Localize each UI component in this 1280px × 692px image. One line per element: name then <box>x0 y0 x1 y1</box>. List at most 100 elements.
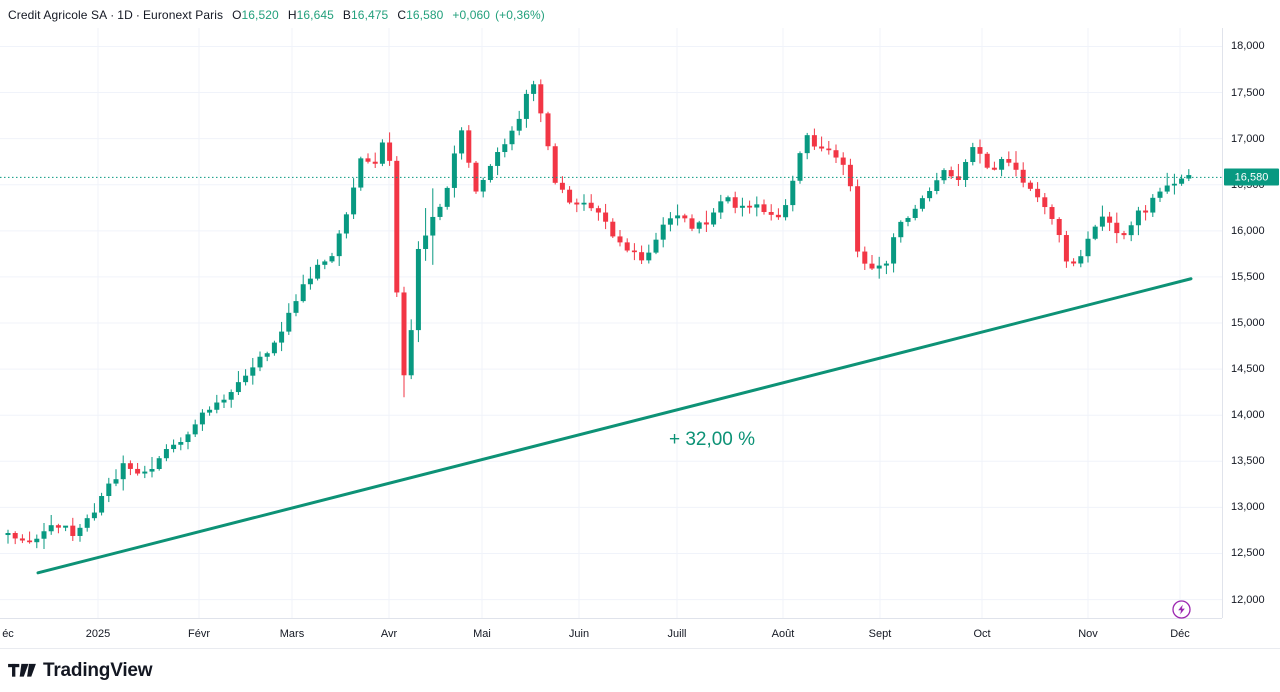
time-tick: Août <box>771 628 795 640</box>
candle-body <box>919 198 925 209</box>
candle-body <box>862 251 868 264</box>
candle-body <box>610 221 616 237</box>
candle-body <box>1042 197 1048 208</box>
price-axis[interactable]: 18,00017,50017,00016,50016,00015,50015,0… <box>1222 28 1280 618</box>
ohlc-value: 16,580 <box>406 8 444 22</box>
symbol-name[interactable]: Credit Agricole SA <box>8 8 108 22</box>
price-change: +0,060 <box>452 8 491 22</box>
candle-body <box>329 256 335 262</box>
candle-body <box>955 176 961 180</box>
ohlc-o: O16,520 <box>232 8 279 22</box>
candle-body <box>718 201 724 213</box>
candle-body <box>315 264 321 279</box>
candle-body <box>840 157 846 165</box>
candlestick-series <box>5 79 1192 549</box>
bottom-bar: TradingView <box>0 648 1280 692</box>
candle-body <box>408 330 414 376</box>
candle-body <box>1035 188 1041 198</box>
candle-body <box>1128 225 1134 236</box>
candle-body <box>531 84 537 94</box>
candle-body <box>106 483 112 497</box>
candle-body <box>761 204 767 213</box>
price-tick: 14,500 <box>1231 363 1265 376</box>
price-tick: 18,000 <box>1231 40 1265 53</box>
candle-body <box>646 252 652 261</box>
candle-body <box>1013 162 1019 170</box>
time-tick: Oct <box>973 628 991 640</box>
vertical-gridlines <box>97 28 1181 618</box>
ohlc-h: H16,645 <box>288 8 334 22</box>
candle-body <box>603 212 609 222</box>
price-tick: 15,000 <box>1231 317 1265 329</box>
candle-body <box>847 164 853 187</box>
ohlc-key: B <box>342 8 352 22</box>
time-axis[interactable]: éc 2025 Févr Mars Avr Mai Juin Juill Août Sept Oct… <box>0 618 1222 649</box>
candle-body <box>84 518 90 528</box>
candle-body <box>545 113 551 147</box>
tradingview-mark-icon <box>8 663 36 677</box>
candle-body <box>243 375 249 383</box>
candle-body <box>747 205 753 208</box>
candle-body <box>387 142 393 161</box>
candle-body <box>487 165 493 180</box>
candle-body <box>523 93 529 119</box>
exchange-label[interactable]: Euronext Paris <box>142 8 224 22</box>
candle-body <box>394 160 400 293</box>
current-price-badge: 16,580 <box>1224 168 1279 186</box>
candle-body <box>459 130 465 154</box>
candle-body <box>1114 222 1120 234</box>
candle-body <box>178 442 184 445</box>
candle-body <box>1135 210 1141 226</box>
trendline[interactable] <box>36 277 1193 575</box>
candle-body <box>898 221 904 238</box>
tradingview-logo[interactable]: TradingView <box>8 660 153 682</box>
candle-body <box>1164 185 1170 192</box>
candle-body <box>437 206 443 217</box>
candle-body <box>63 525 69 528</box>
candle-body <box>171 444 177 450</box>
candle-body <box>977 147 983 154</box>
candle-body <box>869 263 875 269</box>
candle-body <box>1179 178 1185 184</box>
candle-body <box>228 392 234 400</box>
chart-plot-area[interactable]: + 32,00 % <box>0 28 1222 618</box>
candle-body <box>1171 183 1177 186</box>
candle-body <box>739 205 745 208</box>
candle-body <box>466 130 472 163</box>
candle-body <box>1085 238 1091 257</box>
candle-body <box>185 434 191 443</box>
candle-body <box>1071 261 1077 264</box>
candle-body <box>343 214 349 234</box>
candle-body <box>567 189 573 203</box>
price-tick: 17,000 <box>1231 132 1265 145</box>
interval-label[interactable]: 1D <box>117 8 133 22</box>
candle-body <box>120 463 126 480</box>
candle-body <box>588 202 594 209</box>
time-tick: 2025 <box>85 628 111 640</box>
price-tick: 12,500 <box>1231 547 1265 560</box>
candle-body <box>257 356 263 368</box>
time-tick: Juill <box>667 628 687 640</box>
candle-body <box>149 468 155 472</box>
ohlc-key: O <box>232 8 242 22</box>
candle-body <box>480 179 486 192</box>
candle-body <box>113 479 119 484</box>
time-tick: Mars <box>279 628 305 640</box>
candle-body <box>156 458 162 469</box>
candle-body <box>891 237 897 264</box>
time-tick: Sept <box>868 628 892 640</box>
candle-body <box>1063 235 1069 262</box>
candle-body <box>999 159 1005 170</box>
candle-body <box>1020 169 1026 183</box>
candle-body <box>509 130 515 145</box>
candle-body <box>797 153 803 181</box>
candle-body <box>941 170 947 181</box>
candle-body <box>783 205 789 218</box>
lightning-badge-icon[interactable] <box>1172 600 1191 619</box>
candle-body <box>430 216 436 236</box>
candle-body <box>804 135 810 154</box>
candle-body <box>1092 226 1098 239</box>
time-tick: Févr <box>188 628 210 640</box>
candle-body <box>811 135 817 147</box>
candle-body <box>905 217 911 222</box>
